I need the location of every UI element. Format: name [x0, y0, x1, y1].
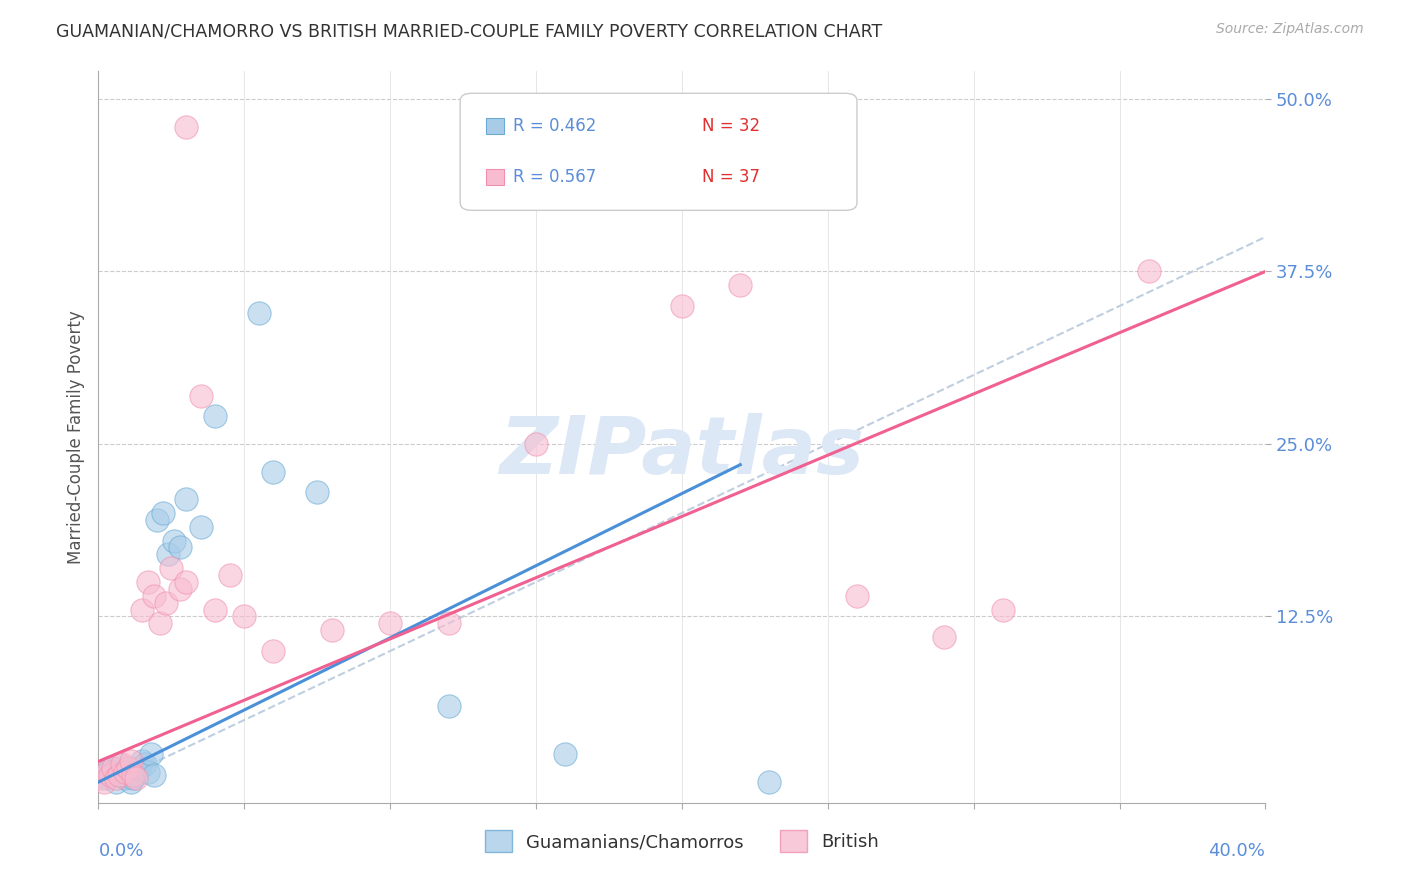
Point [846, 589, 869, 603]
Point [204, 409, 226, 424]
Point [307, 485, 329, 500]
Point [142, 768, 165, 782]
Point [111, 768, 134, 782]
Point [169, 541, 191, 555]
Point [131, 755, 153, 769]
Point [262, 465, 284, 479]
Point [111, 757, 134, 772]
Point [437, 699, 460, 714]
Point [758, 775, 780, 789]
Point [174, 492, 197, 507]
Point [247, 306, 270, 320]
Point [554, 747, 576, 762]
FancyBboxPatch shape [486, 169, 503, 186]
Point [120, 755, 142, 769]
Point [125, 771, 148, 785]
Point [671, 299, 693, 313]
FancyBboxPatch shape [486, 118, 503, 135]
Point [163, 533, 186, 548]
Text: 0.0%: 0.0% [98, 842, 143, 860]
Point [120, 775, 142, 789]
Point [108, 768, 131, 782]
Point [190, 520, 212, 534]
Point [122, 771, 145, 785]
Text: R = 0.462: R = 0.462 [513, 117, 596, 136]
Point [122, 768, 145, 782]
Point [934, 630, 956, 644]
Text: N = 32: N = 32 [702, 117, 761, 136]
Point [174, 120, 197, 134]
Text: N = 37: N = 37 [702, 169, 761, 186]
Point [524, 437, 547, 451]
Point [233, 609, 256, 624]
Point [991, 602, 1014, 616]
Point [136, 574, 159, 589]
Point [104, 771, 127, 785]
Point [117, 765, 139, 780]
Point [128, 761, 150, 775]
Point [218, 568, 240, 582]
Text: ZIPatlas: ZIPatlas [499, 413, 865, 491]
Point [101, 761, 124, 775]
Point [190, 389, 212, 403]
Point [125, 768, 148, 782]
Point [114, 771, 136, 785]
FancyBboxPatch shape [460, 94, 858, 211]
Point [108, 757, 131, 772]
Point [96, 771, 118, 785]
Point [730, 278, 752, 293]
Legend: Guamanians/Chamorros, British: Guamanians/Chamorros, British [478, 823, 886, 860]
Point [93, 775, 115, 789]
Point [437, 616, 460, 631]
Text: R = 0.567: R = 0.567 [513, 169, 596, 186]
Point [262, 644, 284, 658]
Y-axis label: Married-Couple Family Poverty: Married-Couple Family Poverty [66, 310, 84, 564]
Point [142, 589, 165, 603]
Point [204, 602, 226, 616]
Point [104, 775, 127, 789]
Text: Source: ZipAtlas.com: Source: ZipAtlas.com [1216, 22, 1364, 37]
Point [160, 561, 183, 575]
Point [98, 761, 121, 775]
Point [146, 513, 169, 527]
Point [321, 624, 343, 638]
Point [139, 747, 162, 762]
Point [380, 616, 402, 631]
Text: GUAMANIAN/CHAMORRO VS BRITISH MARRIED-COUPLE FAMILY POVERTY CORRELATION CHART: GUAMANIAN/CHAMORRO VS BRITISH MARRIED-CO… [56, 22, 883, 40]
Point [134, 757, 156, 772]
Point [114, 765, 136, 780]
Point [152, 506, 174, 520]
Point [101, 765, 124, 780]
Text: 40.0%: 40.0% [1209, 842, 1265, 860]
Point [149, 616, 172, 631]
Point [1137, 264, 1160, 278]
Point [93, 768, 115, 782]
Point [155, 596, 177, 610]
Point [157, 548, 180, 562]
Point [174, 574, 197, 589]
Point [136, 765, 159, 780]
Point [169, 582, 191, 596]
Point [98, 768, 121, 782]
Point [117, 761, 139, 775]
Point [96, 765, 118, 780]
Point [131, 602, 153, 616]
Point [90, 771, 112, 785]
